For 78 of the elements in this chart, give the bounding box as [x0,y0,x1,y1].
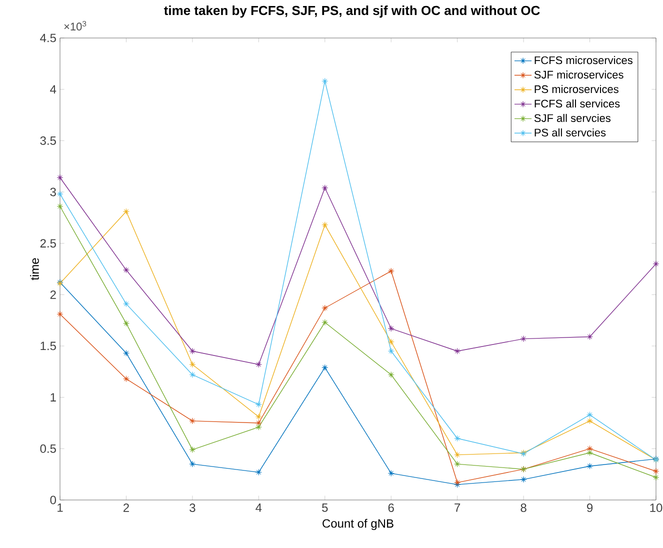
x-tick-label: 9 [587,504,593,512]
point [322,78,328,84]
x-tick-label: 1 [58,504,63,512]
point [586,412,593,418]
chart-title: time taken by FCFS, SJF, PS, and sjf with OC and without OC [164,6,540,18]
x-tick-label: 6 [388,504,394,512]
point [520,336,527,342]
point [189,372,196,378]
point [56,311,64,318]
text: ×10$^{3}$ [64,20,86,30]
point [388,348,394,354]
point [388,470,394,476]
point [123,266,130,274]
y-tick-label: 1 [50,393,56,402]
point [586,334,593,340]
point [322,319,328,326]
point [454,452,460,458]
point [189,348,196,354]
point [123,376,130,382]
point [586,450,593,456]
x-tick-label: 7 [454,504,460,512]
point [520,476,527,483]
x-tick-label: 10 [650,504,662,512]
point [189,361,196,368]
point [123,320,130,327]
point [256,424,262,430]
y-tick-label: 1.5 [40,342,56,350]
y-tick-label: 3.5 [40,136,56,145]
x-tick-label: 2 [123,504,129,512]
point [56,203,64,210]
point [586,462,593,470]
point [322,304,328,312]
y-tick-label: 2 [50,290,56,299]
point [256,414,262,420]
x-tick-label: 5 [322,504,328,512]
y-tick-label: 0.5 [40,444,56,453]
point [586,418,593,424]
point [322,364,328,371]
point [652,474,660,481]
point [256,401,262,408]
point [56,190,64,198]
point [322,222,328,228]
point [189,460,196,468]
y-tick-label: 4 [50,85,56,94]
legend-label: PS all servcies [534,128,606,136]
legend-label: SJF all servcies [534,114,611,122]
point [454,435,460,442]
point [652,260,660,268]
y-axis-title: time [30,258,39,280]
legend-label: SJF microservices [534,70,624,79]
point [454,460,460,468]
x-tick-label: 4 [256,504,262,512]
point [652,468,660,474]
point [454,348,460,354]
point [123,300,130,308]
point [322,184,328,192]
x-tick-label: 8 [520,504,526,512]
point [256,361,262,368]
y-tick-label: 2.5 [40,239,56,248]
point [388,338,394,346]
point [388,268,394,274]
legend-label: FCFS all services [534,99,620,108]
y-tick-label: 3 [50,188,56,196]
point [388,325,394,332]
point [56,174,64,181]
point [189,446,196,453]
legend-label: PS microservices [534,85,618,94]
point [189,418,196,424]
point [123,350,130,356]
x-axis-title: Count of gNB [322,518,394,530]
point [256,469,262,476]
legend-label: FCFS microservices [534,56,632,64]
point [123,208,130,215]
point [388,372,394,378]
y-tick-label: 4.5 [40,34,56,42]
x-tick-label: 3 [190,504,196,512]
point [586,446,593,452]
y-tick-label: 0 [50,496,56,504]
